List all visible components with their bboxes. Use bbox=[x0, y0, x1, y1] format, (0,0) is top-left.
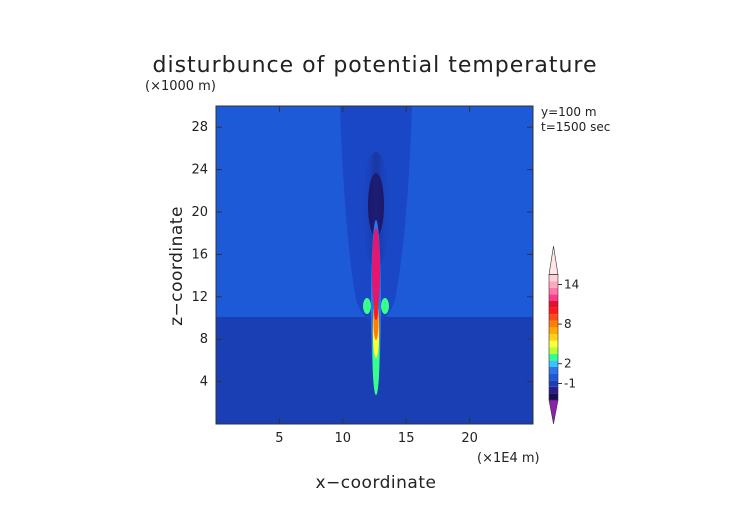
colorbar-max-triangle bbox=[548, 245, 559, 275]
annotation-time: t=1500 sec bbox=[541, 120, 610, 134]
plot-frame bbox=[215, 105, 534, 425]
colorbar-frame bbox=[548, 274, 559, 401]
cold-column-halo bbox=[362, 152, 390, 268]
colorbar: -1 2 8 14 bbox=[548, 245, 579, 425]
y-axis-ticks: 4 8 12 16 20 24 28 bbox=[191, 120, 533, 390]
x-tick-label: 5 bbox=[275, 431, 283, 446]
colorbar-swatch bbox=[549, 393, 558, 400]
colorbar-tick-label: 14 bbox=[564, 278, 579, 292]
x-tick-label: 15 bbox=[398, 431, 415, 446]
colorbar-swatch bbox=[549, 274, 558, 282]
x-axis-label: x−coordinate bbox=[316, 473, 437, 493]
x-tick-label: 20 bbox=[461, 431, 478, 446]
colorbar-swatch bbox=[549, 373, 558, 381]
y-tick-label: 28 bbox=[191, 120, 208, 135]
colorbar-swatch bbox=[549, 334, 558, 341]
colorbar-swatch bbox=[549, 347, 558, 354]
y-tick-label: 4 bbox=[200, 375, 208, 390]
y-tick-label: 8 bbox=[200, 332, 208, 347]
colorbar-swatch bbox=[549, 307, 558, 315]
plume-magenta bbox=[372, 228, 380, 312]
side-lobe-right bbox=[381, 298, 389, 314]
colorbar-swatch bbox=[549, 294, 558, 301]
colorbar-swatch bbox=[549, 301, 558, 308]
x-axis-unit: (×1E4 m) bbox=[477, 451, 540, 466]
colorbar-swatch bbox=[549, 314, 558, 321]
side-lobe-left bbox=[363, 298, 371, 314]
colorbar-tick-label: 2 bbox=[564, 357, 572, 371]
y-tick-label: 20 bbox=[191, 205, 208, 220]
colorbar-min-triangle bbox=[548, 399, 559, 425]
x-axis-ticks: 5 10 15 20 bbox=[275, 106, 478, 446]
y-axis-label: z−coordinate bbox=[167, 206, 187, 326]
colorbar-swatch bbox=[549, 380, 558, 387]
plume-red bbox=[374, 300, 378, 320]
y-tick-label: 16 bbox=[191, 247, 208, 262]
colorbar-tick-label: -1 bbox=[564, 377, 576, 391]
heatmap-field bbox=[216, 106, 533, 424]
colorbar-swatch bbox=[549, 327, 558, 334]
y-axis-unit: (×1000 m) bbox=[145, 79, 216, 94]
colorbar-tick-label: 8 bbox=[564, 317, 572, 331]
colorbar-swatch bbox=[549, 281, 558, 288]
colorbar-swatch bbox=[549, 386, 558, 394]
annotation-y: y=100 m bbox=[541, 105, 597, 119]
colorbar-swatch bbox=[549, 340, 558, 348]
y-tick-label: 24 bbox=[191, 163, 208, 178]
colorbar-swatch bbox=[549, 320, 558, 328]
colorbar-swatch bbox=[549, 353, 558, 361]
colorbar-swatch bbox=[549, 367, 558, 374]
chart-title: disturbunce of potential temperature bbox=[153, 53, 598, 78]
x-tick-label: 10 bbox=[335, 431, 352, 446]
colorbar-swatch bbox=[549, 287, 558, 295]
colorbar-swatch bbox=[549, 360, 558, 367]
y-tick-label: 12 bbox=[191, 290, 208, 305]
